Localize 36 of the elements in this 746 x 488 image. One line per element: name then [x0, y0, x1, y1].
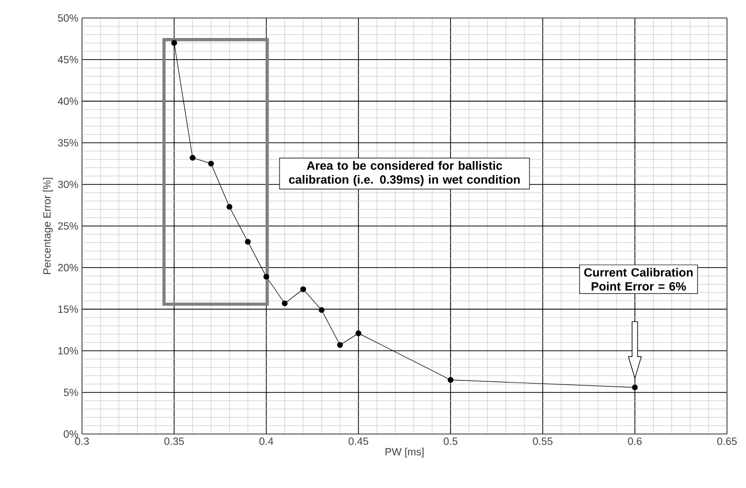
- y-tick-label: 45%: [58, 56, 78, 64]
- x-tick-label: 0.4: [259, 438, 274, 445]
- x-tick-label: 0.3: [75, 438, 89, 445]
- y-tick-label: 0%: [64, 430, 78, 438]
- point: [226, 204, 232, 210]
- x-tick-label: 0.35: [164, 438, 184, 445]
- point: [318, 307, 324, 313]
- x-tick-label: 0.6: [628, 438, 642, 445]
- x-tick-label: 0.45: [348, 438, 368, 445]
- point: [632, 384, 638, 390]
- point: [282, 300, 288, 306]
- y-tick-label: 30%: [58, 180, 78, 188]
- x-axis-title: PW [ms]: [386, 448, 424, 458]
- point: [356, 330, 362, 336]
- point: [190, 154, 196, 161]
- point: [300, 286, 306, 292]
- y-tick-label: 35%: [58, 139, 78, 146]
- point: [171, 40, 178, 46]
- annotation: Current Calibration Point Error = 6%: [584, 268, 693, 291]
- annotation: Area to be considered for ballistic calibration (i.e. 0.39ms) in wet condition: [289, 161, 520, 186]
- y-tick-label: 20%: [58, 264, 78, 272]
- y-tick-label: 25%: [58, 222, 78, 230]
- x-tick-label: 0.55: [532, 438, 552, 445]
- y-tick-label: 5%: [64, 388, 78, 396]
- y-tick-label: 40%: [58, 97, 78, 105]
- point: [448, 377, 454, 383]
- y-axis-title: Percentage Error [%]: [42, 178, 53, 274]
- point: [337, 342, 343, 348]
- point: [208, 160, 214, 166]
- point: [263, 274, 270, 280]
- point: [244, 238, 251, 245]
- y-tick-label: 50%: [58, 14, 78, 22]
- y-tick-label: 10%: [58, 347, 78, 354]
- x-tick-label: 0.5: [444, 438, 458, 445]
- x-tick-label: 0.65: [717, 438, 737, 445]
- y-tick-label: 15%: [58, 306, 78, 313]
